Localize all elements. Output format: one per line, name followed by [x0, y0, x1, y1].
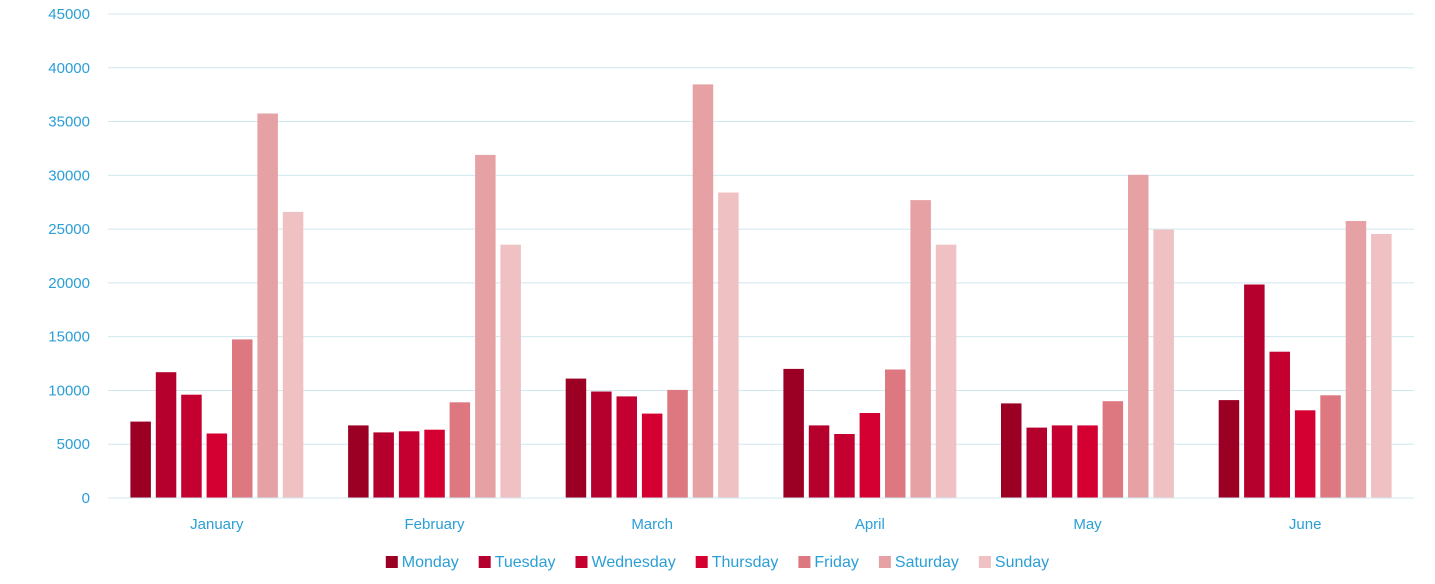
- legend-label: Friday: [814, 554, 858, 571]
- legend: Monday Tuesday Wednesday Thursday Friday Satu…: [385, 554, 1049, 571]
- y-tick-label: 10000: [48, 382, 90, 399]
- bars: [130, 84, 1392, 499]
- legend-item-wednesday: Wednesday: [575, 554, 676, 571]
- bar-tuesday-february: [373, 432, 394, 498]
- legend-item-monday: Monday: [385, 554, 459, 571]
- bar-tuesday-june: [1244, 284, 1265, 498]
- legend-swatch: [695, 556, 708, 568]
- bar-monday-april: [783, 368, 804, 498]
- bar-monday-june: [1218, 400, 1240, 498]
- bar-thursday-february: [424, 429, 445, 498]
- bar-saturday-june: [1345, 221, 1367, 498]
- bar-friday-january: [232, 339, 253, 498]
- y-tick-label: 30000: [48, 167, 90, 184]
- legend-label: Thursday: [712, 554, 779, 571]
- x-tick-label: March: [631, 516, 673, 533]
- legend-swatch: [478, 556, 491, 568]
- legend-label: Tuesday: [495, 554, 556, 571]
- bar-wednesday-february: [398, 431, 420, 498]
- bar-friday-april: [885, 369, 906, 498]
- bar-tuesday-april: [808, 425, 830, 498]
- legend-label: Sunday: [995, 554, 1049, 571]
- x-tick-label: January: [190, 516, 244, 533]
- bar-saturday-april: [910, 200, 931, 498]
- bar-wednesday-march: [616, 396, 637, 498]
- bar-sunday-june: [1371, 234, 1392, 498]
- legend-item-tuesday: Tuesday: [478, 554, 556, 571]
- y-axis-ticks: 0 5000 10000 15000 20000 25000 30000 35000 40000…: [48, 6, 90, 507]
- y-tick-label: 5000: [57, 436, 90, 453]
- bar-saturday-january: [257, 113, 278, 498]
- legend-item-saturday: Saturday: [878, 554, 959, 571]
- bar-thursday-april: [859, 413, 881, 498]
- legend-swatch: [878, 556, 891, 568]
- legend-swatch: [798, 556, 811, 568]
- bar-sunday-march: [718, 192, 739, 498]
- x-tick-label: June: [1289, 516, 1322, 533]
- legend-swatch: [978, 556, 991, 568]
- y-tick-label: 15000: [48, 329, 90, 346]
- bar-thursday-january: [206, 433, 228, 498]
- bar-saturday-march: [692, 84, 714, 499]
- bar-friday-june: [1320, 395, 1341, 498]
- bar-wednesday-may: [1051, 425, 1073, 498]
- bar-monday-may: [1001, 403, 1022, 498]
- bar-saturday-february: [475, 154, 496, 498]
- y-tick-label: 20000: [48, 275, 90, 292]
- bar-sunday-april: [935, 244, 957, 498]
- bar-friday-february: [449, 402, 471, 498]
- bar-monday-january: [130, 421, 151, 498]
- y-tick-label: 25000: [48, 221, 90, 238]
- bar-sunday-february: [500, 244, 521, 498]
- x-tick-label: February: [404, 516, 465, 533]
- legend-label: Saturday: [895, 554, 959, 571]
- gridlines: [108, 13, 1414, 499]
- legend-item-friday: Friday: [798, 554, 859, 571]
- legend-label: Wednesday: [592, 554, 676, 571]
- bar-sunday-january: [282, 211, 304, 498]
- bar-friday-march: [667, 389, 688, 498]
- bar-tuesday-january: [155, 372, 177, 498]
- bar-tuesday-may: [1026, 427, 1047, 498]
- y-tick-label: 45000: [48, 6, 90, 23]
- x-tick-label: April: [855, 516, 885, 533]
- legend-swatch: [575, 556, 588, 568]
- bar-wednesday-january: [181, 394, 202, 498]
- x-axis-ticks: January February March April May June: [108, 497, 1414, 533]
- y-tick-label: 35000: [48, 114, 90, 131]
- legend-swatch: [385, 556, 398, 568]
- bar-thursday-may: [1077, 425, 1098, 498]
- bar-monday-february: [348, 425, 369, 498]
- bar-monday-march: [565, 378, 587, 498]
- legend-label: Monday: [402, 554, 459, 571]
- legend-item-thursday: Thursday: [695, 554, 779, 571]
- y-tick-label: 0: [82, 490, 90, 507]
- bar-saturday-may: [1128, 174, 1149, 499]
- bar-thursday-june: [1294, 410, 1316, 498]
- bar-wednesday-april: [834, 434, 855, 498]
- legend-item-sunday: Sunday: [978, 554, 1049, 571]
- y-tick-label: 40000: [48, 60, 90, 77]
- bar-thursday-march: [641, 413, 663, 498]
- bar-wednesday-june: [1269, 351, 1290, 498]
- bar-friday-may: [1102, 401, 1124, 498]
- bar-tuesday-march: [591, 391, 612, 498]
- bar-sunday-may: [1153, 229, 1174, 498]
- x-tick-label: May: [1073, 516, 1102, 533]
